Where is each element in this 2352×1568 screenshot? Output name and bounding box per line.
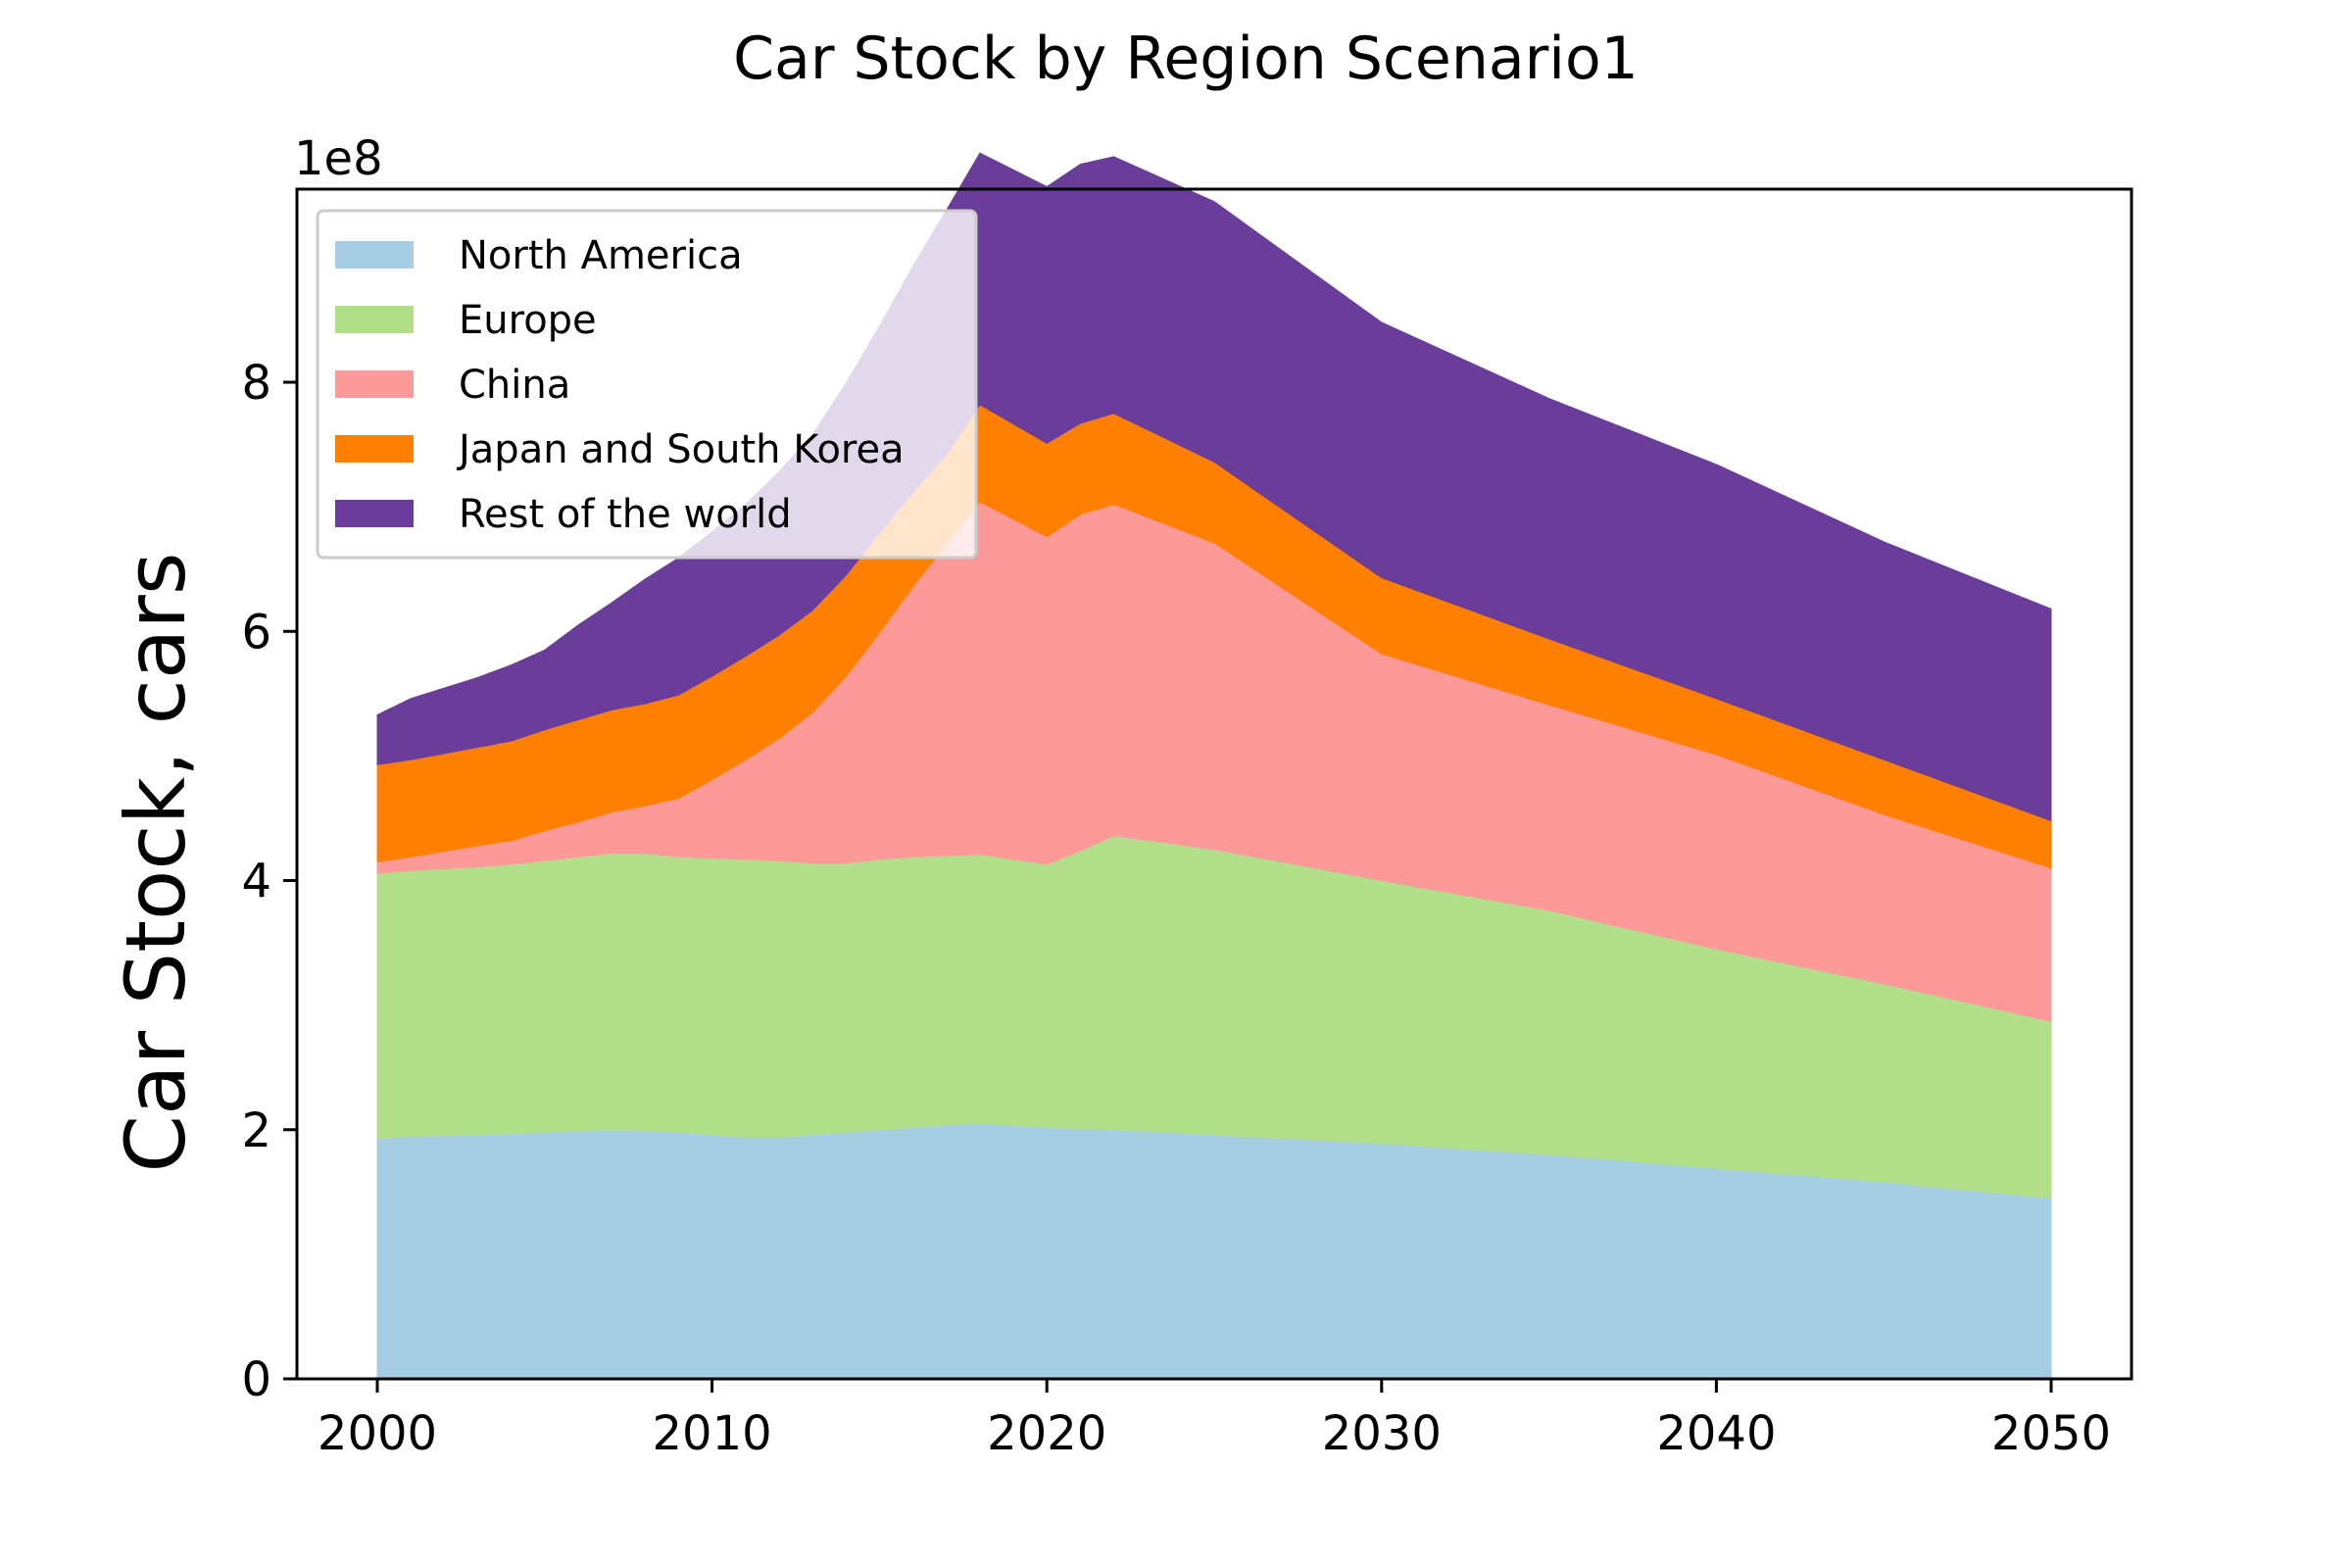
x-tick-label: 2030 — [1322, 1406, 1442, 1461]
y-tick-label: 2 — [241, 1103, 271, 1158]
y-tick-label: 8 — [241, 356, 271, 411]
x-tick-label: 2040 — [1656, 1406, 1776, 1461]
legend: North America Europe China Japan and South … — [316, 209, 978, 560]
y-tick-label: 0 — [241, 1352, 271, 1407]
plot-frame — [295, 187, 2133, 1381]
y-tick-label: 4 — [241, 855, 271, 909]
legend-swatch-europe — [335, 306, 414, 333]
x-tick-label: 2020 — [987, 1406, 1106, 1461]
legend-label-rest-of-the-world: Rest of the world — [459, 492, 792, 537]
legend-label-japan-and-south-korea: Japan and South Korea — [456, 427, 905, 472]
legend-frame — [316, 209, 978, 560]
chart-title: Car Stock by Region Scenario1 — [733, 24, 1639, 93]
stacked-areas — [376, 152, 2052, 1380]
legend-label-north-america: North America — [459, 233, 743, 278]
y-axis-label: Car Stock, cars — [108, 552, 204, 1172]
x-tick-label: 2010 — [653, 1406, 772, 1461]
x-axis: 2000 2010 2020 2030 2040 2050 — [318, 1379, 2111, 1461]
legend-label-china: China — [459, 363, 570, 408]
y-offset-label: 1e8 — [294, 131, 383, 186]
y-axis: 0 2 4 6 8 — [241, 356, 297, 1407]
legend-swatch-china — [335, 370, 414, 398]
x-tick-label: 2000 — [318, 1406, 437, 1461]
legend-swatch-rest-of-the-world — [335, 500, 414, 527]
y-tick-label: 6 — [241, 605, 271, 660]
legend-swatch-japan-and-south-korea — [335, 435, 414, 463]
x-tick-label: 2050 — [1991, 1406, 2111, 1461]
legend-swatch-north-america — [335, 241, 414, 269]
legend-label-europe: Europe — [459, 298, 597, 343]
